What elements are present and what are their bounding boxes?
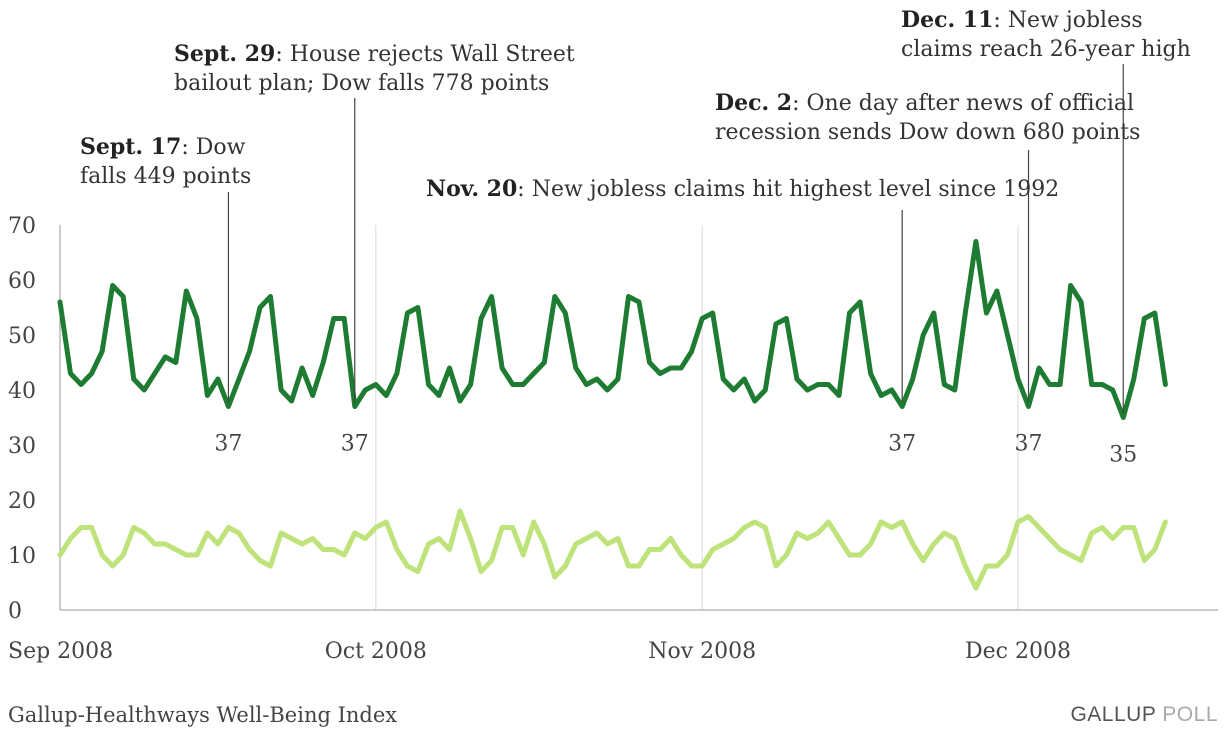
x-tick-label: Nov 2008: [648, 639, 756, 664]
y-tick-label: 30: [8, 434, 36, 459]
point-value-label: 37: [341, 432, 369, 457]
series-line-1: [57, 239, 1168, 420]
y-tick-label: 50: [8, 324, 36, 349]
annotation-sept-29: Sept. 29: House rejects Wall Street bail…: [174, 41, 575, 96]
y-tick-label: 20: [8, 489, 36, 514]
y-tick-label: 70: [8, 214, 36, 239]
series-line-2: [57, 508, 1168, 591]
x-tick-label: Dec 2008: [965, 639, 1071, 664]
annotation-dec-11: Dec. 11: New jobless claims reach 26-yea…: [901, 7, 1191, 62]
annotation-sept-17: Sept. 17: Dow falls 449 points: [80, 134, 252, 189]
point-value-label: 37: [214, 432, 242, 457]
gallup-poll-logo: GALLUP POLL: [1070, 703, 1218, 726]
annotation-nov-20: Nov. 20: New jobless claims hit highest …: [426, 176, 1060, 202]
annotation-dec-2: Dec. 2: One day after news of official r…: [715, 90, 1141, 145]
x-tick-label: Sep 2008: [8, 639, 113, 664]
y-tick-label: 60: [8, 269, 36, 294]
y-tick-label: 10: [8, 544, 36, 569]
y-tick-label: 0: [8, 599, 22, 624]
source-note: Gallup-Healthways Well-Being Index: [8, 703, 398, 727]
x-tick-label: Oct 2008: [325, 639, 427, 664]
y-tick-label: 40: [8, 379, 36, 404]
point-value-label: 35: [1109, 443, 1137, 468]
point-value-label: 37: [888, 432, 916, 457]
point-value-label: 37: [1015, 432, 1043, 457]
